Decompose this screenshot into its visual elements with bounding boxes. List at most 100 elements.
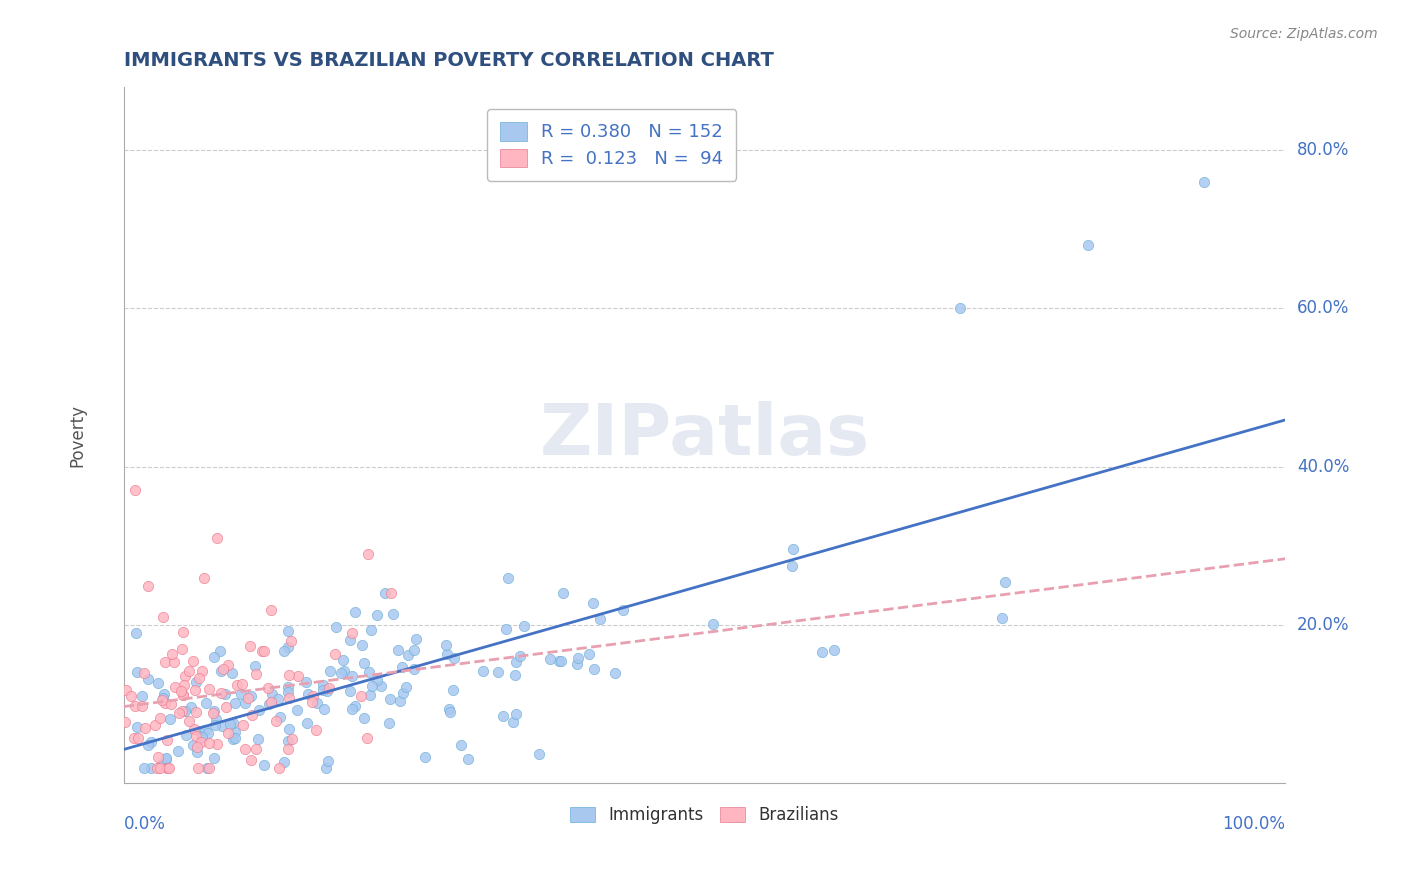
Point [202, 704, 225, 718]
Point [156, 733, 179, 747]
Text: 40.0%: 40.0% [1298, 458, 1350, 475]
Point [339, 632, 361, 647]
Point [209, 664, 232, 678]
Point [353, 711, 375, 725]
Point [153, 687, 176, 701]
Point [157, 761, 180, 775]
Point [333, 664, 356, 678]
Point [343, 605, 366, 619]
Point [124, 483, 146, 498]
Point [269, 709, 291, 723]
Point [318, 755, 340, 769]
Point [150, 693, 173, 707]
Point [441, 682, 464, 697]
Point [353, 657, 375, 671]
Point [124, 698, 146, 713]
Text: ZIPatlas: ZIPatlas [540, 401, 870, 469]
Point [295, 715, 318, 730]
Point [170, 684, 193, 698]
Point [297, 688, 319, 702]
Point [505, 655, 527, 669]
Point [152, 756, 174, 771]
Point [285, 703, 308, 717]
Point [260, 603, 283, 617]
Point [202, 750, 225, 764]
Point [495, 623, 517, 637]
Point [239, 753, 262, 767]
Point [214, 699, 236, 714]
Point [588, 612, 610, 626]
Point [578, 647, 600, 661]
Point [502, 714, 524, 729]
Text: IMMIGRANTS VS BRAZILIAN POVERTY CORRELATION CHART: IMMIGRANTS VS BRAZILIAN POVERTY CORRELAT… [124, 51, 773, 70]
Point [253, 758, 276, 772]
Point [245, 667, 267, 681]
Point [280, 634, 302, 648]
Point [174, 704, 197, 718]
Point [204, 712, 226, 726]
Point [208, 644, 231, 658]
Point [167, 744, 190, 758]
Point [162, 655, 184, 669]
Point [538, 651, 561, 665]
Text: Poverty: Poverty [69, 403, 86, 467]
Point [301, 695, 323, 709]
Point [157, 761, 180, 775]
Point [134, 721, 156, 735]
Point [994, 575, 1017, 590]
Point [352, 638, 374, 652]
Point [434, 639, 457, 653]
Point [415, 749, 437, 764]
Point [267, 761, 290, 775]
Point [170, 642, 193, 657]
Point [273, 755, 295, 769]
Point [174, 728, 197, 742]
Point [146, 676, 169, 690]
Point [550, 654, 572, 668]
Point [315, 761, 337, 775]
Point [551, 586, 574, 600]
Point [512, 619, 534, 633]
Point [183, 682, 205, 697]
Point [222, 715, 245, 730]
Point [277, 624, 299, 639]
Point [359, 688, 381, 702]
Point [139, 735, 162, 749]
Point [396, 648, 419, 663]
Point [214, 687, 236, 701]
Point [250, 644, 273, 658]
Point [245, 741, 267, 756]
Point [340, 626, 363, 640]
Point [277, 734, 299, 748]
Point [186, 675, 208, 690]
Point [277, 680, 299, 694]
Point [260, 695, 283, 709]
Point [198, 761, 221, 775]
Point [120, 689, 142, 703]
Point [184, 705, 207, 719]
Point [311, 683, 333, 698]
Point [603, 666, 626, 681]
Point [359, 665, 381, 679]
Point [131, 699, 153, 714]
Point [239, 689, 262, 703]
Point [205, 738, 228, 752]
Point [238, 690, 260, 705]
Point [264, 714, 287, 729]
Text: 100.0%: 100.0% [1222, 815, 1285, 833]
Point [991, 611, 1014, 625]
Point [405, 632, 427, 647]
Point [307, 696, 329, 710]
Point [211, 662, 233, 676]
Point [262, 687, 284, 701]
Point [191, 664, 214, 678]
Point [229, 687, 252, 701]
Point [361, 679, 384, 693]
Point [177, 714, 200, 728]
Point [139, 761, 162, 775]
Point [505, 707, 527, 722]
Point [240, 708, 263, 723]
Text: 20.0%: 20.0% [1298, 616, 1350, 634]
Point [134, 666, 156, 681]
Point [186, 740, 208, 755]
